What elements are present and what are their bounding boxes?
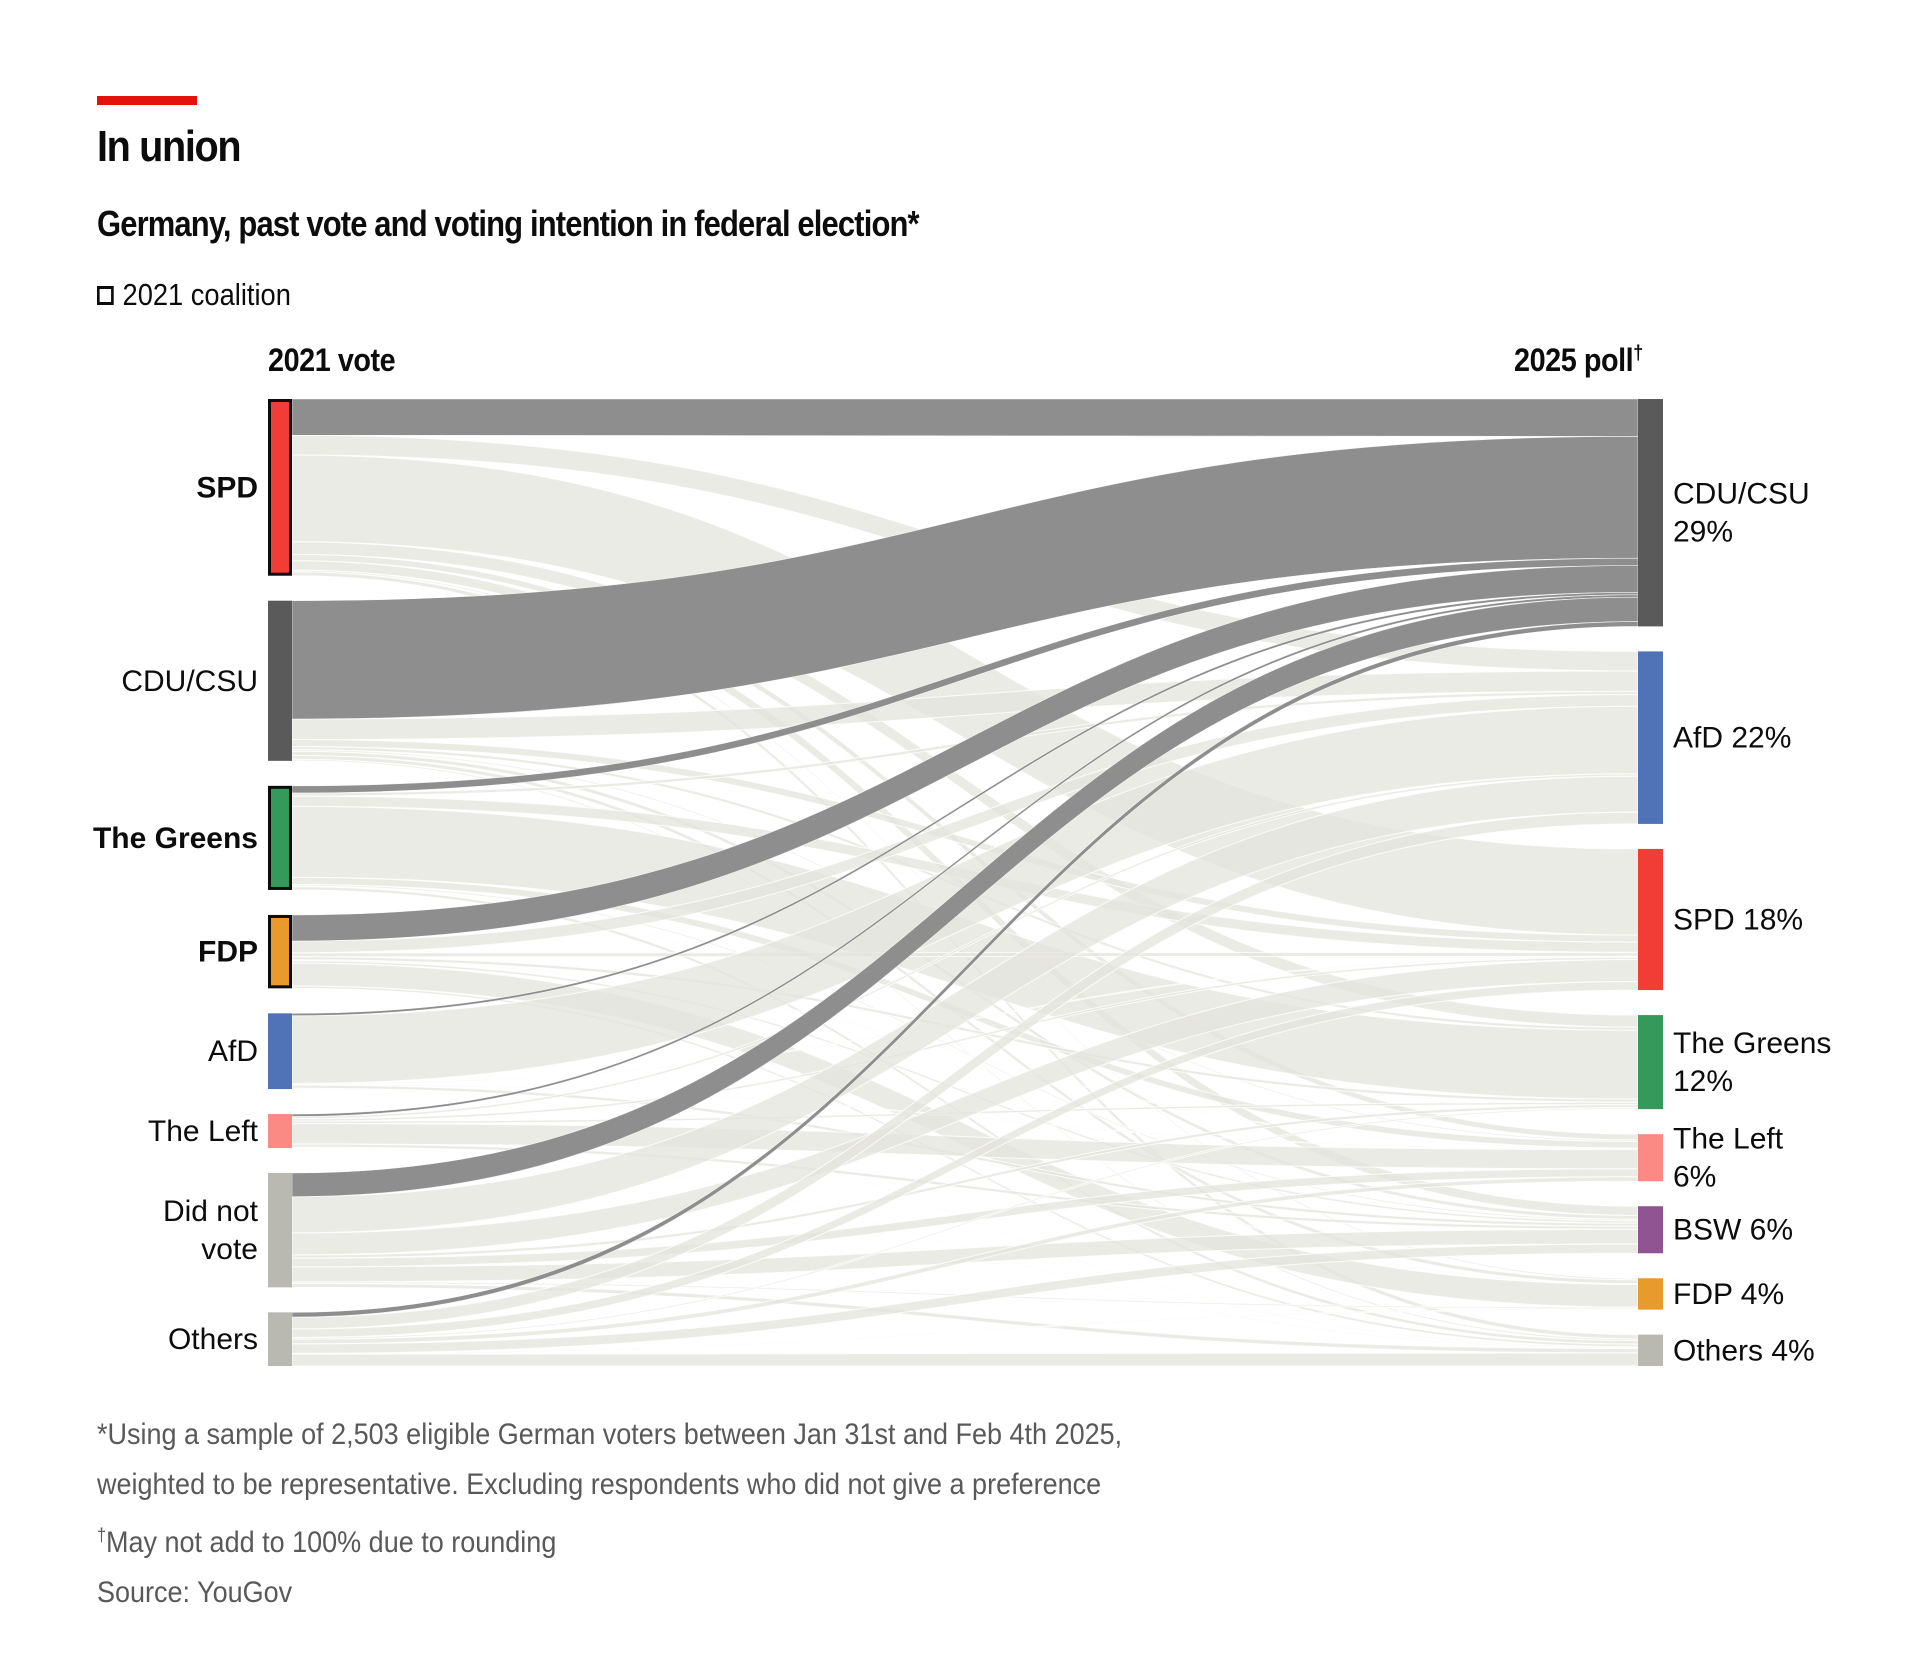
target-node-the-greens [1638,1015,1663,1110]
source-node-the-left [268,1114,292,1148]
left-column-heading: 2021 vote [268,342,396,379]
flow-spd-to-cdu-csu [291,398,1639,437]
source-node-spd [268,399,292,576]
flow-others-to-others [291,1352,1639,1367]
right-column-heading: 2025 poll† [1514,342,1643,379]
source-label-fdp: FDP [198,936,258,969]
chart-title: In union [97,122,242,171]
target-node-fdp [1638,1278,1663,1310]
target-label-spd: SPD 18% [1673,903,1803,936]
source-label-others: Others [168,1323,258,1356]
source-node-the-greens [268,785,292,890]
flow-others-to-the-greens [291,1107,1639,1340]
target-label-the-greens: The Greens [1673,1027,1831,1060]
flow-others-to-cdu-csu [291,621,1639,1318]
source-label-spd: SPD [196,471,258,504]
target-node-afd [1638,651,1663,824]
target-node-spd [1638,848,1663,991]
target-label-fdp: FDP 4% [1673,1278,1784,1311]
target-node-bsw [1638,1206,1663,1254]
footnote-rounding: †May not add to 100% due to rounding [97,1525,557,1559]
right-column-label: 2025 poll [1514,342,1634,378]
left-column-label: 2021 vote [268,342,396,378]
target-label-afd: AfD 22% [1673,722,1791,755]
source-label-the-left: The Left [148,1115,259,1148]
source-node-cdu-csu [268,600,292,761]
target-label-the-greens: 12% [1673,1065,1733,1098]
chart-subtitle: Germany, past vote and voting intention … [97,203,920,244]
target-label-the-left: 6% [1673,1161,1716,1194]
source-note: Source: YouGov [97,1576,293,1609]
dagger-mark: † [1633,342,1643,365]
accent-rule [97,96,197,105]
target-label-the-left: The Left [1673,1123,1784,1156]
source-label-the-greens: The Greens [93,822,258,855]
source-node-others [268,1312,292,1366]
flow-fdp-to-spd [291,951,1639,958]
target-node-cdu-csu [1638,399,1663,627]
source-node-did-not-vote [268,1172,292,1288]
target-label-cdu-csu: 29% [1673,516,1733,549]
flows-to-cdu [291,398,1639,1318]
source-node-afd [268,1013,292,1090]
legend-label: 2021 coalition [122,277,291,312]
source-label-did-not-vote: Did not [163,1195,259,1228]
footnotes: *Using a sample of 2,503 eligible German… [97,1410,1122,1618]
node-labels: SPD CDU/CSU The Greens FDP AfD The Left Did no… [93,471,1831,1367]
source-label-did-not-vote: vote [201,1233,258,1266]
flow-others-to-bsw [291,1243,1639,1354]
flow-others-to-the-left [291,1176,1639,1345]
target-node-others [1638,1334,1663,1366]
nodes [268,399,1663,1366]
flow-others-to-afd [291,811,1639,1330]
source-label-cdu-csu: CDU/CSU [121,665,258,698]
legend: 2021 coalition [97,277,291,313]
footnote-sample-line2: weighted to be representative. Excluding… [97,1468,1102,1501]
source-label-afd: AfD [208,1035,258,1068]
target-node-the-left [1638,1134,1663,1182]
target-label-bsw: BSW 6% [1673,1214,1793,1247]
source-node-fdp [268,914,292,989]
dagger-mark: † [97,1525,107,1545]
target-label-cdu-csu: CDU/CSU [1673,478,1810,511]
target-label-others: Others 4% [1673,1334,1815,1367]
footnote-sample-line1: *Using a sample of 2,503 eligible German… [97,1418,1123,1451]
outlined-square-icon [97,285,114,305]
